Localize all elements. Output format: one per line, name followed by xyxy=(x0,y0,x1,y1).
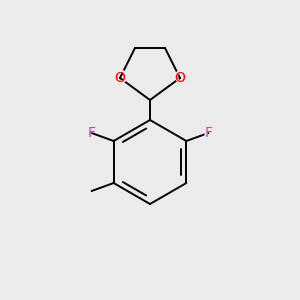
Text: O: O xyxy=(113,69,127,87)
Text: O: O xyxy=(173,69,187,87)
Text: O: O xyxy=(175,71,185,85)
Text: F: F xyxy=(88,126,96,140)
Text: O: O xyxy=(115,71,125,85)
Text: F: F xyxy=(204,126,212,140)
Text: F: F xyxy=(86,124,97,142)
Text: F: F xyxy=(203,124,214,142)
